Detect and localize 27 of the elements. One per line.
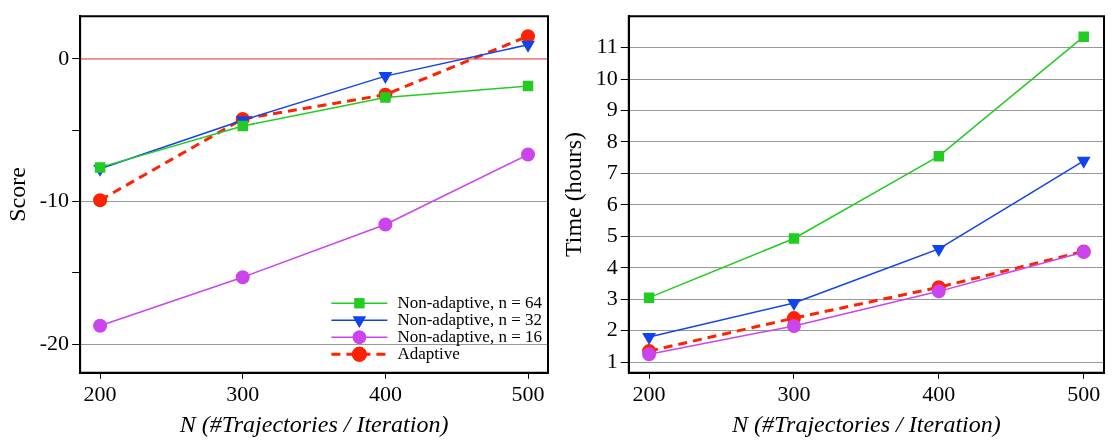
x-tick-label: 500: [1067, 380, 1101, 406]
legend-label: Non-adaptive, n = 64: [397, 292, 543, 312]
y-tick-label: 4: [606, 253, 618, 279]
y-tick-label: 5: [606, 222, 618, 248]
y-axis-title: Score: [3, 167, 30, 222]
y-tick-label: 1: [606, 347, 618, 373]
x-tick-label: 300: [226, 380, 260, 406]
x-axis-title: N (#Trajectories / Iteration): [178, 410, 449, 437]
y-tick-label: 11: [596, 33, 618, 59]
x-tick-label: 400: [368, 380, 402, 406]
y-axis-title: Time (hours): [559, 131, 586, 258]
y-tick-label: 0: [58, 44, 70, 70]
y-tick-label: 3: [606, 285, 618, 310]
y-tick-label: -20: [39, 330, 70, 356]
x-axis-title: N (#Trajectories / Iteration): [731, 410, 1001, 437]
x-tick-label: 500: [511, 380, 545, 406]
y-tick-label: 7: [606, 159, 618, 185]
y-tick-label: 2: [606, 316, 618, 342]
x-tick-label: 400: [922, 380, 956, 406]
y-tick-label: 8: [606, 127, 618, 153]
x-tick-label: 200: [632, 380, 666, 406]
y-tick-label: 10: [595, 64, 618, 90]
y-tick-label: 6: [606, 190, 618, 216]
x-tick-label: 200: [83, 380, 117, 406]
y-tick-label: -10: [39, 187, 70, 213]
x-tick-label: 300: [777, 380, 811, 406]
y-tick-label: 9: [606, 96, 618, 122]
